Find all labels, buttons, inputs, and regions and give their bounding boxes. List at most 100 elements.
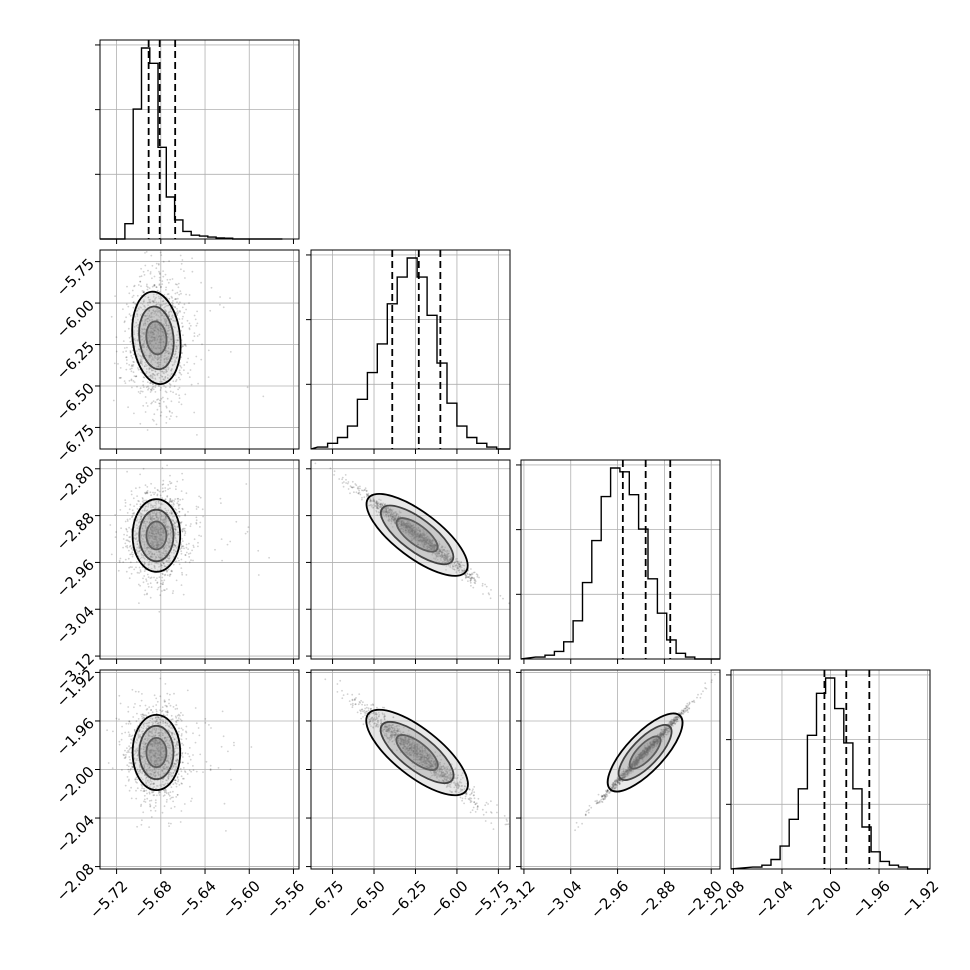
- sample-point: [149, 518, 152, 520]
- sample-point: [169, 386, 171, 389]
- sample-point: [176, 512, 179, 515]
- sample-point: [188, 327, 191, 330]
- sample-point: [145, 368, 148, 370]
- sample-point: [154, 502, 157, 504]
- sample-point: [153, 333, 155, 335]
- sample-point: [149, 301, 152, 304]
- sample-point: [160, 525, 162, 528]
- sample-point: [155, 336, 158, 338]
- panel-1-0: [95, 250, 299, 454]
- sample-point: [141, 362, 143, 365]
- sample-point: [177, 344, 180, 347]
- sample-point: [141, 497, 144, 499]
- sample-point: [183, 364, 186, 366]
- sample-point: [157, 385, 160, 387]
- sample-point: [125, 570, 128, 573]
- sample-point: [142, 380, 145, 383]
- sample-point: [158, 335, 161, 337]
- sample-point: [147, 387, 150, 390]
- sample-point: [119, 377, 122, 379]
- sample-point: [151, 264, 154, 267]
- sample-point: [149, 352, 152, 354]
- sample-point: [121, 732, 123, 735]
- sample-point: [159, 709, 162, 711]
- sample-point: [175, 716, 178, 719]
- sample-point: [150, 254, 153, 257]
- sample-point: [220, 538, 223, 540]
- sample-point: [160, 327, 162, 330]
- sample-point: [181, 478, 184, 481]
- sample-point: [157, 351, 160, 354]
- sample-point: [150, 327, 152, 330]
- sample-point: [170, 786, 173, 789]
- sample-point: [171, 511, 174, 514]
- sample-point: [165, 324, 168, 326]
- sample-point: [151, 369, 153, 372]
- sample-point: [153, 301, 156, 303]
- sample-point: [166, 332, 169, 335]
- sample-point: [174, 353, 177, 356]
- sample-point: [156, 318, 158, 321]
- sample-point: [131, 365, 134, 367]
- sample-point: [165, 369, 168, 372]
- sample-point: [150, 336, 153, 339]
- sample-point: [171, 301, 173, 304]
- sample-point: [181, 352, 184, 354]
- sample-point: [142, 270, 145, 273]
- sample-point: [125, 303, 128, 306]
- sample-point: [139, 473, 142, 476]
- sample-point: [154, 326, 157, 328]
- sample-point: [124, 382, 127, 384]
- sample-point: [168, 340, 171, 343]
- sample-point: [166, 551, 169, 554]
- sample-point: [178, 376, 180, 379]
- sample-point: [314, 462, 317, 465]
- sample-point: [174, 306, 177, 309]
- sample-point: [182, 527, 185, 530]
- sample-point: [150, 535, 153, 537]
- sample-point: [175, 357, 178, 359]
- sample-point: [167, 341, 170, 344]
- sample-point: [156, 289, 159, 292]
- sample-point: [478, 576, 480, 579]
- sample-point: [154, 562, 157, 564]
- sample-point: [131, 386, 133, 389]
- sample-point: [146, 708, 149, 710]
- sample-point: [193, 411, 196, 414]
- sample-point: [177, 339, 179, 342]
- sample-point: [151, 327, 154, 330]
- sample-point: [170, 343, 173, 346]
- sample-point: [146, 792, 148, 795]
- sample-point: [159, 339, 161, 342]
- sample-point: [143, 340, 146, 343]
- sample-point: [167, 374, 169, 376]
- sample-point: [174, 532, 176, 535]
- sample-point: [163, 359, 166, 361]
- sample-point: [142, 577, 144, 580]
- sample-point: [155, 528, 158, 530]
- sample-point: [160, 312, 163, 315]
- sample-point: [145, 315, 147, 317]
- sample-point: [166, 397, 169, 400]
- sample-point: [195, 324, 198, 327]
- sample-point: [152, 705, 155, 708]
- sample-point: [160, 564, 163, 567]
- sample-point: [167, 304, 169, 307]
- sample-point: [149, 555, 152, 558]
- sample-point: [157, 301, 160, 304]
- sample-point: [217, 767, 220, 769]
- sample-point: [164, 489, 167, 492]
- sample-point: [151, 323, 154, 326]
- sample-point: [175, 347, 178, 350]
- sample-point: [120, 376, 122, 379]
- sample-point: [157, 362, 160, 364]
- sample-point: [250, 746, 253, 748]
- sample-point: [190, 800, 192, 802]
- sample-point: [135, 720, 138, 723]
- sample-point: [181, 538, 183, 540]
- sample-point: [164, 498, 166, 501]
- sample-point: [143, 509, 146, 512]
- sample-point: [118, 559, 121, 562]
- sample-point: [157, 295, 160, 298]
